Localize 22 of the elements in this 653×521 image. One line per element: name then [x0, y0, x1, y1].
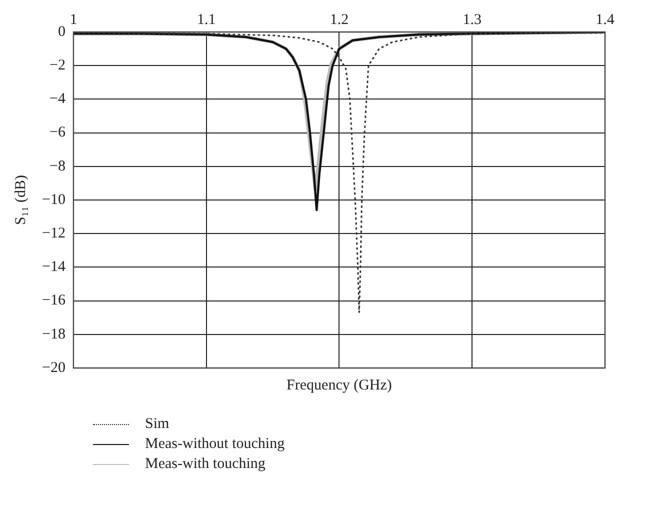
y-tick-label: −16 [42, 292, 66, 309]
y-tick-label: −10 [42, 192, 66, 208]
y-tick-label: −18 [42, 326, 66, 342]
x-axis-title: Frequency (GHz) [286, 377, 392, 394]
y-tick-label: −6 [49, 124, 66, 141]
x-tick-label: 1 [70, 12, 78, 28]
legend-label: Meas-with touching [145, 456, 266, 472]
y-tick-label: −20 [42, 360, 66, 376]
y-tick-label: −14 [42, 259, 66, 276]
y-tick-label: −4 [49, 91, 66, 108]
legend-label: Sim [145, 416, 170, 432]
y-tick-label: −12 [42, 226, 66, 242]
y-tick-label: 0 [58, 24, 66, 40]
x-tick-label: 1.1 [196, 12, 216, 28]
legend-label: Meas-without touching [145, 436, 285, 452]
y-tick-label: −2 [49, 58, 66, 74]
x-tick-label: 1.2 [330, 12, 349, 28]
y-axis-title: S₁₁ (dB) [12, 174, 29, 226]
x-tick-label: 1.3 [462, 12, 482, 28]
y-tick-label: −8 [49, 158, 66, 174]
x-tick-label: 1.4 [596, 12, 615, 28]
line-series [73, 32, 605, 314]
